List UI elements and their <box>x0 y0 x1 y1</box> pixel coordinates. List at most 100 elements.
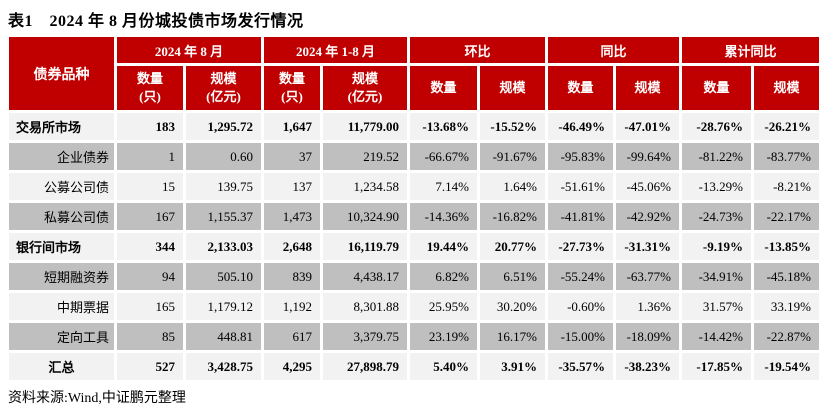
source-note: 资料来源:Wind,中证鹏元整理 <box>8 391 186 406</box>
cell-value: 23.19% <box>410 323 477 350</box>
cell-value: -14.42% <box>682 323 751 350</box>
cell-value: -17.85% <box>682 353 751 380</box>
cell-value: 1.36% <box>616 293 679 320</box>
cell-value: 2,133.03 <box>186 233 261 260</box>
cell-value: 1,473 <box>264 203 320 230</box>
subheader-row: 数量 (只) 规模 (亿元) 数量 (只) 规模 (亿元) 数量 规模 数量 规模 数量 规模 <box>9 66 819 110</box>
cell-value: -28.76% <box>682 113 751 140</box>
cell-value: 20.77% <box>480 233 545 260</box>
cell-value: 8,301.88 <box>323 293 407 320</box>
column-group-2024-08: 2024 年 8 月 <box>117 37 261 63</box>
cell-value: -15.00% <box>548 323 613 350</box>
cell-value: -24.73% <box>682 203 751 230</box>
cell-value: 31.57% <box>682 293 751 320</box>
cell-value: -18.09% <box>616 323 679 350</box>
cell-value: 27,898.79 <box>323 353 407 380</box>
row-label: 私募公司债 <box>9 203 114 230</box>
cell-value: 137 <box>264 173 320 200</box>
row-label: 公募公司债 <box>9 173 114 200</box>
cell-value: 183 <box>117 113 183 140</box>
cell-value: -45.18% <box>754 263 819 290</box>
table-row: 中期票据 165 1,179.12 1,192 8,301.88 25.95% 30.20%… <box>9 293 819 320</box>
cell-value: 1.64% <box>480 173 545 200</box>
table-row: 短期融资券 94 505.10 839 4,438.17 6.82% 6.51% -55.24… <box>9 263 819 290</box>
cell-value: -83.77% <box>754 143 819 170</box>
cell-value: -95.83% <box>548 143 613 170</box>
cell-value: 33.19% <box>754 293 819 320</box>
cell-value: -35.57% <box>548 353 613 380</box>
cell-value: 5.40% <box>410 353 477 380</box>
column-subheader: 规模 <box>616 66 679 110</box>
cell-value: 1,155.37 <box>186 203 261 230</box>
cell-value: -42.92% <box>616 203 679 230</box>
cell-value: -0.60% <box>548 293 613 320</box>
cell-value: 94 <box>117 263 183 290</box>
cell-value: -81.22% <box>682 143 751 170</box>
cell-value: -41.81% <box>548 203 613 230</box>
column-group-yoy: 同比 <box>548 37 679 63</box>
cell-value: 1,295.72 <box>186 113 261 140</box>
cell-value: -51.61% <box>548 173 613 200</box>
group-header-row: 债券品种 2024 年 8 月 2024 年 1-8 月 环比 同比 累计同比 <box>9 37 819 110</box>
column-subheader: 数量 <box>682 66 751 110</box>
cell-value: 6.82% <box>410 263 477 290</box>
cell-value: -15.52% <box>480 113 545 140</box>
table-row: 企业债券 1 0.60 37 219.52 -66.67% -91.67% -95.83% -9… <box>9 143 819 170</box>
cell-value: -16.82% <box>480 203 545 230</box>
cell-value: 505.10 <box>186 263 261 290</box>
cell-value: -26.21% <box>754 113 819 140</box>
cell-value: -38.23% <box>616 353 679 380</box>
row-label: 企业债券 <box>9 143 114 170</box>
cell-value: 165 <box>117 293 183 320</box>
cell-value: 1,179.12 <box>186 293 261 320</box>
table-row: 公募公司债 15 139.75 137 1,234.58 7.14% 1.64% -51.61… <box>9 173 819 200</box>
column-header-bond-type: 债券品种 <box>9 37 114 110</box>
cell-value: -27.73% <box>548 233 613 260</box>
column-subheader: 规模 (亿元) <box>186 66 261 110</box>
cell-value: -14.36% <box>410 203 477 230</box>
cell-value: -8.21% <box>754 173 819 200</box>
column-subheader: 数量 <box>548 66 613 110</box>
cell-value: 16,119.79 <box>323 233 407 260</box>
column-subheader: 规模 <box>480 66 545 110</box>
cell-value: -47.01% <box>616 113 679 140</box>
cell-value: 6.51% <box>480 263 545 290</box>
cell-value: 11,779.00 <box>323 113 407 140</box>
cell-value: 344 <box>117 233 183 260</box>
cell-value: -13.68% <box>410 113 477 140</box>
cell-value: -99.64% <box>616 143 679 170</box>
cell-value: 25.95% <box>410 293 477 320</box>
row-label: 短期融资券 <box>9 263 114 290</box>
cell-value: 4,295 <box>264 353 320 380</box>
cell-value: 527 <box>117 353 183 380</box>
cell-value: -55.24% <box>548 263 613 290</box>
cell-value: 167 <box>117 203 183 230</box>
cell-value: -91.67% <box>480 143 545 170</box>
cell-value: -63.77% <box>616 263 679 290</box>
cell-value: 85 <box>117 323 183 350</box>
cell-value: -22.17% <box>754 203 819 230</box>
row-label: 交易所市场 <box>9 113 114 140</box>
row-label: 汇总 <box>9 353 114 380</box>
cell-value: 4,438.17 <box>323 263 407 290</box>
cell-value: -13.85% <box>754 233 819 260</box>
cell-value: -9.19% <box>682 233 751 260</box>
cell-value: 30.20% <box>480 293 545 320</box>
cell-value: 3,428.75 <box>186 353 261 380</box>
cell-value: 139.75 <box>186 173 261 200</box>
cell-value: -46.49% <box>548 113 613 140</box>
cell-value: 16.17% <box>480 323 545 350</box>
row-label: 定向工具 <box>9 323 114 350</box>
cell-value: 1,234.58 <box>323 173 407 200</box>
cell-value: -13.29% <box>682 173 751 200</box>
cell-value: 15 <box>117 173 183 200</box>
cell-value: 1,647 <box>264 113 320 140</box>
cell-value: 1 <box>117 143 183 170</box>
cell-value: -66.67% <box>410 143 477 170</box>
column-group-2024-1-8: 2024 年 1-8 月 <box>264 37 407 63</box>
cell-value: 448.81 <box>186 323 261 350</box>
cell-value: -34.91% <box>682 263 751 290</box>
cell-value: 1,192 <box>264 293 320 320</box>
column-subheader: 数量 (只) <box>117 66 183 110</box>
table-row: 银行间市场 344 2,133.03 2,648 16,119.79 19.44% 20.7… <box>9 233 819 260</box>
